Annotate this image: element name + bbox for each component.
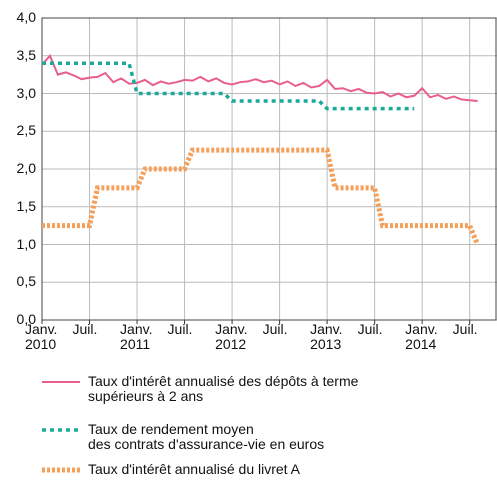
x-tick-label: Juil. [262, 321, 288, 337]
y-tick-label: 2,5 [16, 122, 36, 139]
x-tick-label: Juil. [452, 321, 478, 337]
y-tick-label: 3,5 [16, 46, 36, 63]
x-tick-label: Janv. 2010 [25, 321, 58, 352]
y-tick-label: 1,5 [16, 197, 36, 214]
x-tick-label: Janv. 2011 [120, 321, 153, 352]
x-tick-label: Janv. 2013 [310, 321, 343, 352]
x-tick-label: Juil. [167, 321, 193, 337]
y-tick-label: 2,0 [16, 160, 36, 176]
y-tick-label: 1,0 [16, 235, 36, 252]
y-tick-label: 3,0 [16, 84, 36, 101]
legend-label: Taux de rendement moyen des contrats d'a… [88, 421, 325, 452]
y-tick-label: 0,5 [16, 273, 36, 290]
x-tick-label: Janv. 2012 [215, 321, 248, 352]
series-line [42, 147, 480, 246]
x-tick-label: Juil. [357, 321, 383, 337]
series-line [41, 53, 478, 103]
y-tick-label: 4,0 [16, 9, 36, 25]
x-tick-label: Juil. [72, 321, 98, 337]
legend-label: Taux d'intérêt annualisé des dépôts à te… [88, 373, 359, 404]
plot-frame [41, 17, 497, 321]
y-tick-label: 0,0 [16, 311, 36, 327]
series-line [42, 61, 415, 111]
x-tick-label: Janv. 2014 [405, 321, 438, 352]
legend-label: Taux d'intérêt annualisé du livret A [88, 461, 301, 477]
